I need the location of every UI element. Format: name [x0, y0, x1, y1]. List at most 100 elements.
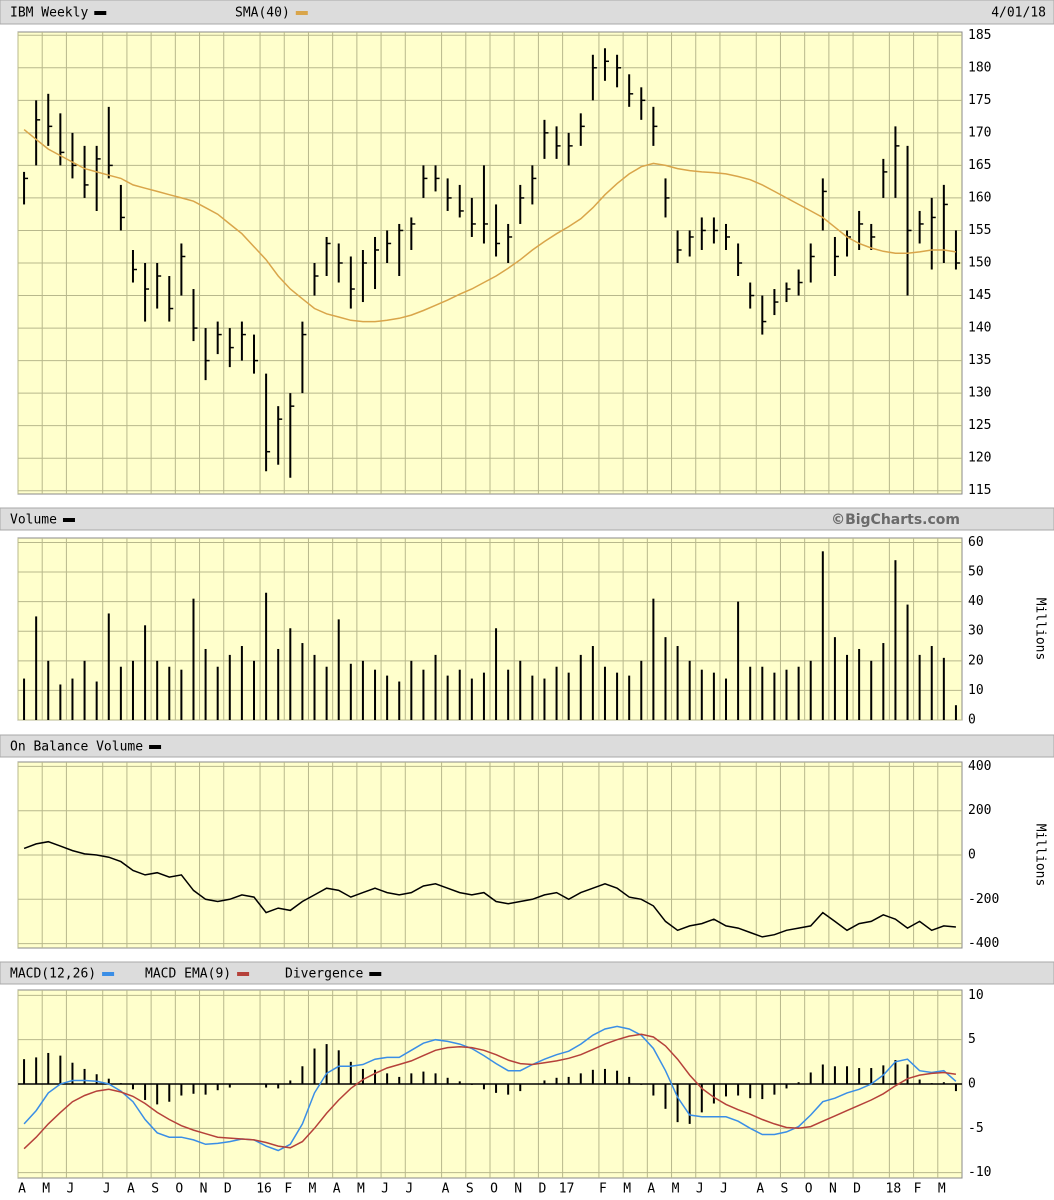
bar	[35, 616, 38, 720]
bar	[386, 675, 389, 720]
y-tick-label: 140	[968, 321, 991, 336]
bar	[446, 675, 449, 720]
legend-label: Volume	[10, 513, 57, 528]
bar	[374, 669, 377, 720]
bar	[107, 613, 110, 720]
x-tick-label: A	[333, 1182, 341, 1197]
y-tick-label: 10	[968, 988, 984, 1003]
bar	[664, 637, 667, 720]
bar	[119, 1083, 122, 1084]
panel-header	[0, 961, 1054, 985]
bar	[482, 672, 485, 720]
bar	[725, 678, 727, 720]
x-tick-label: O	[805, 1182, 813, 1197]
bar	[858, 648, 861, 720]
bar	[918, 654, 921, 720]
legend-swatch	[295, 11, 308, 15]
bar	[809, 1072, 812, 1084]
bar	[640, 660, 643, 720]
legend-swatch	[102, 972, 115, 976]
legend-label: SMA(40)	[235, 6, 290, 21]
y-tick-label: 160	[968, 190, 991, 205]
bar	[361, 1068, 364, 1084]
bar	[785, 1084, 788, 1089]
x-tick-label: J	[405, 1182, 413, 1197]
bar	[906, 604, 909, 720]
bar	[325, 1044, 328, 1084]
bar	[83, 1068, 86, 1084]
x-tick-label: 17	[559, 1182, 575, 1197]
y-tick-label: 0	[968, 1077, 976, 1092]
bar	[313, 1048, 316, 1084]
bar	[640, 1084, 643, 1085]
y-tick-label: 10	[968, 683, 984, 698]
y-tick-label: 145	[968, 288, 991, 303]
bar	[470, 678, 473, 720]
y-tick-label: 60	[968, 535, 984, 550]
bar	[35, 1057, 38, 1084]
y-tick-label: 5	[968, 1032, 976, 1047]
bar	[180, 1084, 183, 1096]
bar	[495, 628, 498, 720]
bar	[688, 1084, 691, 1124]
bar	[422, 1071, 425, 1084]
bar	[168, 666, 171, 720]
bar	[434, 654, 437, 720]
macd-line	[23, 1033, 957, 1150]
bar	[119, 666, 122, 720]
x-tick-label: A	[647, 1182, 655, 1197]
x-tick-label: A	[127, 1182, 135, 1197]
bar	[858, 1068, 861, 1084]
bar	[47, 1052, 50, 1084]
x-tick-label: M	[623, 1182, 631, 1197]
bar	[253, 1084, 255, 1085]
bar	[519, 660, 522, 720]
bar	[289, 1080, 292, 1084]
x-tick-label: J	[103, 1182, 111, 1197]
x-tick-label: D	[853, 1182, 861, 1197]
x-tick-label: A	[442, 1182, 450, 1197]
x-tick-label: S	[466, 1182, 474, 1197]
bar	[482, 1084, 485, 1090]
bar	[253, 660, 255, 720]
bar	[749, 666, 752, 720]
bar	[507, 1084, 510, 1095]
x-tick-label: M	[309, 1182, 317, 1197]
legend-label: Divergence	[285, 967, 363, 982]
bar	[168, 1084, 171, 1102]
y-tick-label: 30	[968, 624, 984, 639]
bar	[458, 669, 461, 720]
x-tick-label: J	[720, 1182, 728, 1197]
bar	[555, 666, 558, 720]
bar	[458, 1081, 461, 1084]
bar	[192, 1084, 195, 1094]
bar	[204, 648, 207, 720]
x-tick-label: N	[200, 1182, 208, 1197]
bar	[942, 657, 945, 720]
bar	[107, 1078, 110, 1084]
bar	[894, 1060, 897, 1084]
sma-line	[23, 129, 957, 323]
bar	[603, 666, 606, 720]
bar	[95, 681, 98, 720]
x-tick-label: S	[781, 1182, 789, 1197]
bar	[833, 637, 836, 720]
y-tick-label: 150	[968, 256, 991, 271]
bar	[700, 669, 703, 720]
bar	[531, 1084, 534, 1085]
bar	[531, 675, 534, 720]
x-tick-label: D	[538, 1182, 546, 1197]
x-tick-label: O	[175, 1182, 183, 1197]
bar	[846, 1066, 849, 1084]
bar	[156, 660, 159, 720]
obv-line	[23, 840, 956, 938]
y-axis-label: Millions	[1033, 598, 1048, 661]
y-axis-label: Millions	[1033, 824, 1048, 887]
bar	[337, 619, 340, 720]
y-tick-label: -10	[968, 1165, 991, 1180]
bar	[144, 625, 147, 720]
y-tick-label: 175	[968, 93, 991, 108]
legend-swatch	[94, 11, 107, 15]
x-tick-label: J	[381, 1182, 389, 1197]
